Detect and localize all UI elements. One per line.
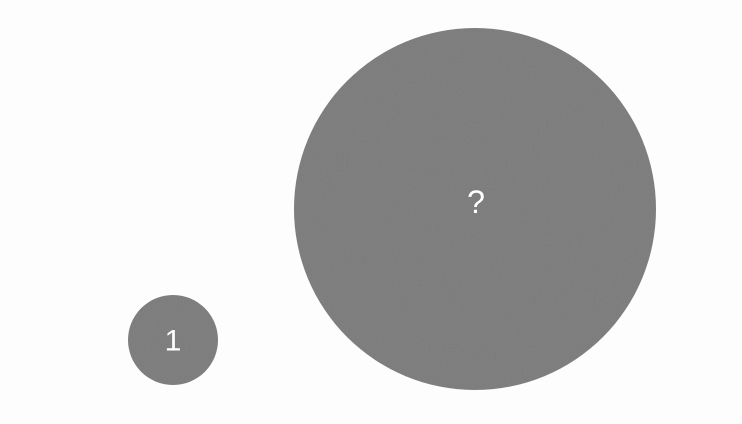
- large-circle-label: ?: [467, 184, 485, 220]
- large-circle-group: ?: [294, 28, 656, 390]
- large-circle: [294, 28, 656, 390]
- small-circle-group: 1: [128, 295, 218, 385]
- small-circle: [128, 295, 218, 385]
- small-circle-label: 1: [165, 325, 182, 358]
